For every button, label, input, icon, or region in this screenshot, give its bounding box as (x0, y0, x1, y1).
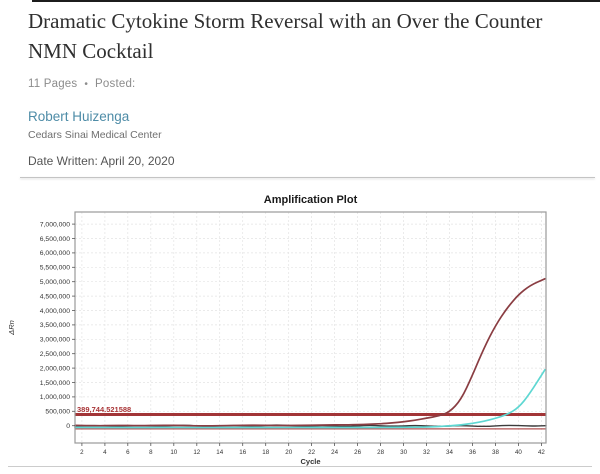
y-tick-label: 5,500,000 (40, 265, 70, 272)
x-tick-label: 38 (492, 449, 499, 456)
screenshot-top-edge-line (32, 0, 600, 2)
meta-separator-dot: • (84, 79, 89, 90)
x-tick-label: 10 (170, 449, 177, 456)
y-axis-label: ΔRn (7, 320, 16, 336)
footer-divider (8, 466, 592, 467)
y-tick-label: 5,000,000 (40, 279, 70, 286)
y-tick-label: 4,500,000 (40, 293, 70, 300)
x-tick-label: 16 (239, 449, 246, 456)
x-tick-label: 36 (469, 449, 476, 456)
chart-title: Amplification Plot (264, 194, 358, 206)
x-tick-label: 12 (193, 449, 200, 456)
x-tick-label: 32 (423, 449, 430, 456)
series-cyan-curve (74, 368, 546, 429)
y-tick-label: 1,500,000 (40, 380, 70, 387)
y-tick-label: 6,000,000 (40, 250, 70, 257)
x-tick-label: 42 (538, 449, 545, 456)
y-tick-label: 2,000,000 (40, 365, 70, 372)
x-tick-label: 30 (400, 449, 407, 456)
y-tick-label: 3,000,000 (40, 337, 70, 344)
posted-label: Posted: (95, 78, 136, 90)
x-tick-label: 24 (331, 449, 338, 456)
x-tick-label: 22 (308, 449, 315, 456)
plot-border (74, 211, 547, 444)
amplification-plot-svg: Amplification Plot 389,744.521588 0 500,000… (7, 194, 547, 466)
header-divider (20, 177, 595, 178)
y-tick-label: 6,500,000 (40, 236, 70, 243)
x-tick-label: 20 (285, 449, 292, 456)
x-tick-label: 26 (354, 449, 361, 456)
y-tick-label: 0 (66, 423, 70, 430)
x-axis-label: Cycle (300, 457, 320, 466)
x-tick-label: 6 (126, 449, 130, 456)
author-affiliation: Cedars Sinai Medical Center (28, 129, 162, 141)
y-tick-label: 1,000,000 (40, 394, 70, 401)
x-tick-label: 34 (446, 449, 453, 456)
x-tick-label: 40 (515, 449, 522, 456)
threshold-value-label: 389,744.521588 (77, 405, 131, 414)
author-link[interactable]: Robert Huizenga (28, 109, 130, 124)
x-tick-label: 14 (216, 449, 223, 456)
y-tick-label: 2,500,000 (40, 351, 70, 358)
x-tick-label: 28 (377, 449, 384, 456)
x-tick-label: 4 (103, 449, 107, 456)
x-tick-label: 8 (149, 449, 153, 456)
plot-area (75, 212, 546, 443)
y-tick-label: 500,000 (45, 409, 70, 416)
y-tick-label: 3,500,000 (40, 322, 70, 329)
x-tick-label: 2 (80, 449, 84, 456)
paper-title: Dramatic Cytokine Storm Reversal with an… (28, 9, 543, 64)
y-tick-label: 4,000,000 (40, 308, 70, 315)
x-tick-label: 18 (262, 449, 269, 456)
date-written: Date Written: April 20, 2020 (28, 154, 175, 168)
y-tick-label: 7,000,000 (40, 221, 70, 228)
page-count: 11 Pages (28, 78, 78, 90)
amplification-plot-figure: Amplification Plot 389,744.521588 0 500,000… (0, 190, 600, 466)
paper-meta-row: 11 Pages • Posted: (28, 78, 135, 90)
series-dark-red-curve (74, 277, 546, 427)
